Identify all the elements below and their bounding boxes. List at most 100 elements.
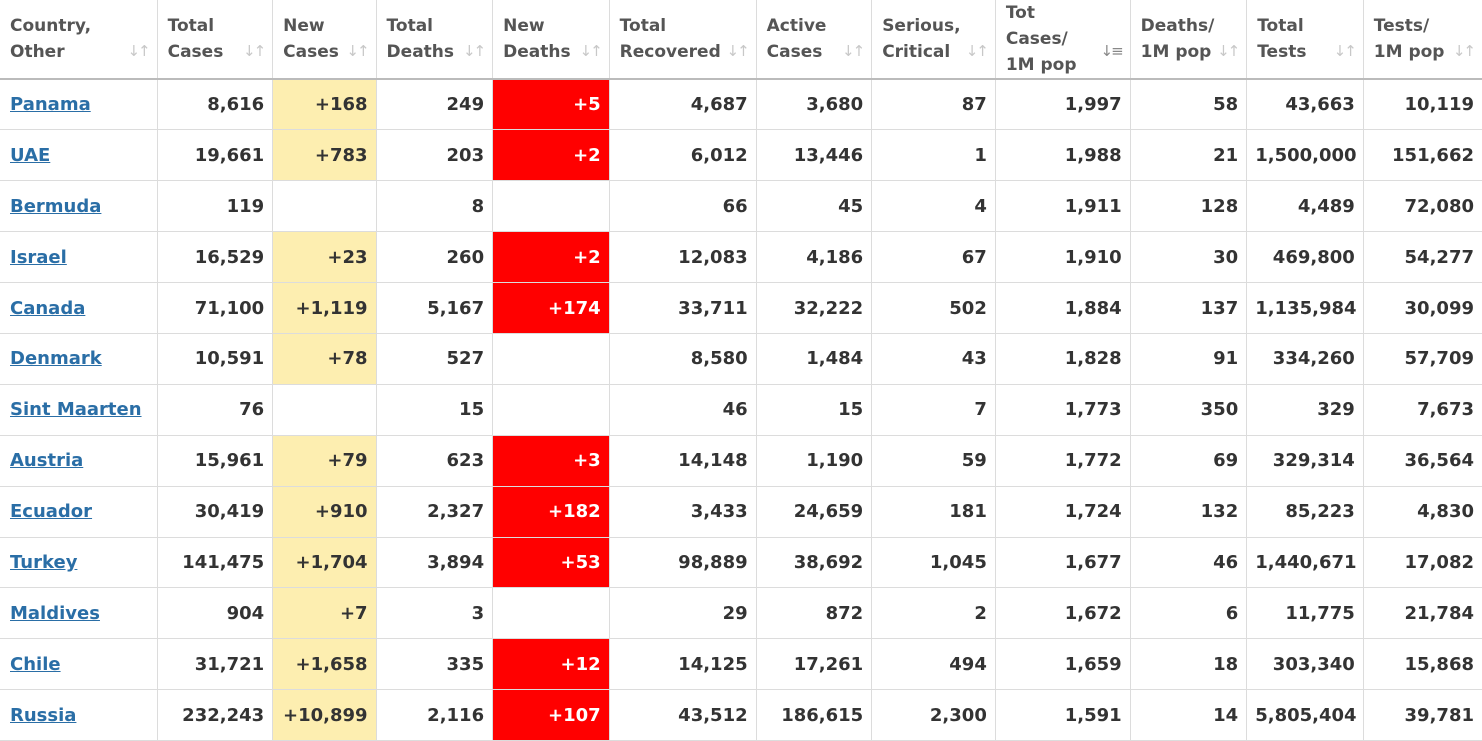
cell-new-deaths: +107 (492, 689, 610, 741)
cell-total-cases: 8,616 (156, 78, 274, 131)
country-link[interactable]: UAE (10, 144, 51, 166)
cell-new-cases: +78 (272, 332, 377, 385)
column-header-country[interactable]: Country, Other ↓↑ (0, 0, 158, 80)
column-header-total-recovered[interactable]: Total Recovered ↓↑ (608, 0, 757, 80)
sort-neutral-icon[interactable]: ↓↑ (1217, 42, 1240, 60)
cell-country: Bermuda (0, 180, 158, 233)
cell-new-deaths: +12 (492, 638, 610, 691)
cell-tests-per-1m: 72,080 (1362, 180, 1482, 233)
cell-total-cases: 30,419 (156, 485, 274, 538)
country-link[interactable]: Chile (10, 653, 61, 675)
header-label-line2: Tests (1257, 42, 1307, 62)
table-row: Sint Maarten 76 15 46 15 7 1,773 350 329 7,673 (0, 383, 1482, 436)
country-link[interactable]: Bermuda (10, 195, 102, 217)
cell-total-tests: 1,135,984 (1246, 282, 1364, 334)
cell-active-cases: 872 (755, 587, 873, 640)
country-link[interactable]: Panama (10, 94, 91, 116)
header-label-line2: 1M pop (1140, 42, 1212, 62)
cell-country: Israel (0, 231, 158, 284)
country-link[interactable]: Turkey (10, 551, 78, 573)
header-label-line2: Deaths (386, 42, 455, 62)
sort-neutral-icon[interactable]: ↓↑ (1333, 42, 1357, 60)
cell-total-recovered: 3,433 (608, 485, 757, 538)
sort-neutral-icon[interactable]: ↓↑ (965, 42, 989, 60)
cell-deaths-per-1m: 128 (1129, 180, 1248, 233)
cell-total-cases: 141,475 (156, 536, 274, 589)
column-header-label: Total Tests (1257, 13, 1357, 65)
cell-active-cases: 3,680 (755, 78, 873, 131)
cell-tot-cases-per-1m: 1,910 (994, 231, 1131, 284)
cell-country: Russia (0, 689, 158, 741)
header-label-line1: Deaths/ (1140, 16, 1215, 36)
column-header-active-cases[interactable]: Active Cases ↓↑ (755, 0, 873, 80)
column-header-new-deaths[interactable]: New Deaths ↓↑ (492, 0, 610, 80)
country-link[interactable]: Russia (10, 704, 77, 726)
cell-total-cases: 904 (156, 587, 274, 640)
cell-country: Chile (0, 638, 158, 691)
cell-new-deaths: +5 (492, 78, 610, 131)
cell-new-deaths: +3 (492, 434, 610, 487)
cell-total-recovered: 46 (608, 383, 757, 436)
cell-serious-critical: 1,045 (871, 536, 996, 589)
column-header-tot-cases-per-1m[interactable]: Tot Cases/1M pop ↓≡ (994, 0, 1131, 80)
cell-country: UAE (0, 129, 158, 182)
cell-serious-critical: 4 (871, 180, 996, 233)
country-link[interactable]: Ecuador (10, 501, 93, 523)
sort-neutral-icon[interactable]: ↓↑ (462, 42, 486, 60)
sort-neutral-icon[interactable]: ↓↑ (726, 42, 750, 60)
cell-tests-per-1m: 151,662 (1362, 129, 1482, 182)
column-header-new-cases[interactable]: New Cases ↓↑ (272, 0, 377, 80)
cell-new-cases: +1,704 (272, 536, 377, 589)
column-header-label: Total Recovered (620, 13, 750, 65)
sort-neutral-icon[interactable]: ↓↑ (842, 42, 865, 60)
column-header-serious-critical[interactable]: Serious, Critical ↓↑ (871, 0, 996, 80)
column-header-tests-per-1m[interactable]: Tests/1M pop ↓↑ (1362, 0, 1482, 80)
table-row: UAE 19,661 +783 203 +2 6,012 13,446 1 1,988 21 1,5… (0, 129, 1482, 182)
cell-total-deaths: 3,894 (375, 536, 494, 589)
header-label-line1: Active (766, 16, 827, 36)
table-row: Russia 232,243 +10,899 2,116 +107 43,512 186,6… (0, 689, 1482, 741)
cell-total-tests: 1,500,000 (1246, 129, 1364, 182)
country-link[interactable]: Sint Maarten (10, 399, 142, 421)
country-link[interactable]: Denmark (10, 348, 102, 370)
header-row: Country, Other ↓↑ Total Cases ↓↑ New Cases ↓↑ Tot… (0, 0, 1482, 80)
cell-total-cases: 16,529 (156, 231, 274, 284)
country-link[interactable]: Maldives (10, 602, 100, 624)
country-link[interactable]: Canada (10, 297, 86, 319)
cell-total-recovered: 66 (608, 180, 757, 233)
cell-new-cases: +910 (272, 485, 377, 538)
cell-serious-critical: 494 (871, 638, 996, 691)
cell-tot-cases-per-1m: 1,677 (994, 536, 1131, 589)
column-header-total-cases[interactable]: Total Cases ↓↑ (156, 0, 274, 80)
cell-total-cases: 119 (156, 180, 274, 233)
cell-deaths-per-1m: 46 (1129, 536, 1248, 589)
sort-neutral-icon[interactable]: ↓↑ (1452, 42, 1476, 60)
sort-neutral-icon[interactable]: ↓↑ (346, 42, 369, 60)
country-link[interactable]: Austria (10, 450, 84, 472)
sort-descending-icon[interactable]: ↓≡ (1100, 42, 1124, 60)
cell-tests-per-1m: 17,082 (1362, 536, 1482, 589)
column-header-deaths-per-1m[interactable]: Deaths/1M pop ↓↑ (1129, 0, 1248, 80)
cell-tests-per-1m: 30,099 (1362, 282, 1482, 334)
cell-new-cases: +783 (272, 129, 377, 182)
column-header-label: Tot Cases/1M pop (1006, 0, 1124, 78)
header-label-line2: Critical (882, 42, 951, 62)
cell-active-cases: 15 (755, 383, 873, 436)
cell-serious-critical: 7 (871, 383, 996, 436)
cell-total-cases: 76 (156, 383, 274, 436)
cell-new-deaths (492, 587, 610, 640)
sort-neutral-icon[interactable]: ↓↑ (579, 42, 603, 60)
sort-neutral-icon[interactable]: ↓↑ (127, 42, 150, 60)
sort-neutral-icon[interactable]: ↓↑ (243, 42, 266, 60)
cell-serious-critical: 59 (871, 434, 996, 487)
column-header-total-deaths[interactable]: Total Deaths ↓↑ (375, 0, 494, 80)
cell-new-deaths (492, 332, 610, 385)
table-row: Turkey 141,475 +1,704 3,894 +53 98,889 38,692 1… (0, 536, 1482, 589)
country-link[interactable]: Israel (10, 246, 67, 268)
cell-serious-critical: 67 (871, 231, 996, 284)
cell-new-cases: +10,899 (272, 689, 377, 741)
column-header-total-tests[interactable]: Total Tests ↓↑ (1246, 0, 1364, 80)
table-row: Bermuda 119 8 66 45 4 1,911 128 4,489 72,080 (0, 180, 1482, 233)
cell-total-tests: 1,440,671 (1246, 536, 1364, 589)
cell-new-deaths (492, 180, 610, 233)
